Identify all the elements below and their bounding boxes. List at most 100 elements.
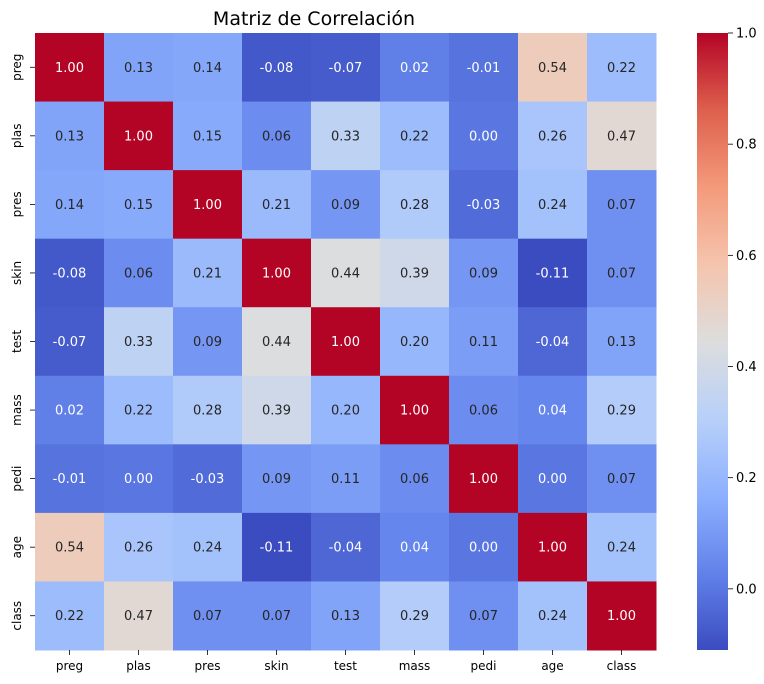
- heatmap-cell: [104, 307, 174, 377]
- heatmap-cell: [380, 512, 450, 582]
- cell-value-label: 1.00: [538, 541, 567, 556]
- colorbar-tick-label: 0.4: [736, 360, 757, 375]
- heatmap-cell: [311, 33, 381, 103]
- x-tick-label: class: [607, 659, 637, 673]
- heatmap-cell: [35, 238, 105, 308]
- y-tick-label: age: [10, 536, 24, 558]
- heatmap-cell: [311, 512, 381, 582]
- cell-value-label: 0.15: [193, 129, 222, 144]
- cell-value-label: -0.11: [260, 541, 294, 556]
- colorbar-tick-label: 0.8: [736, 138, 757, 153]
- heatmap-cell: [311, 375, 381, 445]
- cell-value-label: 0.20: [331, 404, 360, 419]
- heatmap-cell: [449, 581, 519, 651]
- cell-value-label: 0.00: [469, 541, 498, 556]
- heatmap-cell: [587, 444, 657, 514]
- heatmap-cell: [587, 512, 657, 582]
- cell-value-label: 0.54: [538, 61, 567, 76]
- cell-value-label: 0.07: [469, 609, 498, 624]
- heatmap-cell: [35, 170, 105, 240]
- heatmap-cell: [587, 170, 657, 240]
- cell-value-label: 1.00: [262, 266, 291, 281]
- heatmap-cell: [311, 307, 381, 377]
- heatmap-cell: [35, 33, 105, 103]
- heatmap-cell: [242, 238, 312, 308]
- heatmap-cell: [518, 375, 588, 445]
- cell-value-label: 1.00: [469, 472, 498, 487]
- heatmap-cell: [104, 375, 174, 445]
- cell-value-label: -0.08: [53, 266, 87, 281]
- cell-value-label: 0.26: [538, 129, 567, 144]
- x-tick-label: skin: [264, 659, 288, 673]
- cell-value-label: 0.26: [124, 541, 153, 556]
- heatmap-cell: [242, 444, 312, 514]
- cell-value-label: 0.33: [331, 129, 360, 144]
- cell-value-label: 0.07: [607, 266, 636, 281]
- heatmap-cell: [587, 101, 657, 171]
- heatmap-cell: [242, 33, 312, 103]
- heatmap-cell: [104, 33, 174, 103]
- heatmap-cell: [35, 101, 105, 171]
- heatmap-cell: [449, 375, 519, 445]
- cell-value-label: 0.11: [331, 472, 360, 487]
- heatmap-cell: [518, 33, 588, 103]
- heatmap-cell: [35, 581, 105, 651]
- heatmap-cell: [380, 238, 450, 308]
- y-tick-label: mass: [10, 394, 24, 426]
- cell-value-label: -0.04: [536, 335, 570, 350]
- heatmap-cell: [104, 581, 174, 651]
- cell-value-label: 0.13: [607, 335, 636, 350]
- heatmap-cell: [587, 581, 657, 651]
- heatmap-cell: [380, 170, 450, 240]
- colorbar-gradient: [697, 33, 728, 650]
- cell-value-label: 0.14: [193, 61, 222, 76]
- heatmap-cell: [380, 581, 450, 651]
- cell-value-label: 0.20: [400, 335, 429, 350]
- heatmap-cell: [242, 512, 312, 582]
- heatmap-cell: [518, 238, 588, 308]
- cell-value-label: 0.13: [124, 61, 153, 76]
- cell-value-label: 0.29: [400, 609, 429, 624]
- heatmap-cell: [518, 444, 588, 514]
- cell-value-label: 1.00: [55, 61, 84, 76]
- heatmap-cell: [380, 375, 450, 445]
- cell-value-label: 0.24: [607, 541, 636, 556]
- colorbar-tick-label: 1.0: [736, 27, 757, 42]
- y-tick-label: preg: [10, 54, 24, 81]
- cell-value-label: 0.09: [262, 472, 291, 487]
- y-tick-label: pres: [10, 191, 24, 217]
- heatmap-cell: [104, 101, 174, 171]
- cell-value-label: -0.03: [467, 198, 501, 213]
- cell-value-label: 0.33: [124, 335, 153, 350]
- heatmap-cell: [173, 581, 243, 651]
- cell-value-label: 0.24: [193, 541, 222, 556]
- heatmap-cell: [173, 238, 243, 308]
- heatmap-cell: [311, 444, 381, 514]
- heatmap-cell: [35, 444, 105, 514]
- heatmap-cell: [173, 512, 243, 582]
- cell-value-label: 0.28: [193, 404, 222, 419]
- heatmap-cell: [35, 307, 105, 377]
- cell-value-label: 1.00: [400, 404, 429, 419]
- cell-value-label: 0.06: [400, 472, 429, 487]
- cell-value-label: 0.22: [400, 129, 429, 144]
- cell-value-label: 0.54: [55, 541, 84, 556]
- cell-value-label: 1.00: [124, 129, 153, 144]
- cell-value-label: 0.07: [607, 198, 636, 213]
- cell-value-label: 0.09: [331, 198, 360, 213]
- cell-value-label: 0.44: [262, 335, 291, 350]
- heatmap-cell: [104, 170, 174, 240]
- heatmap-cell: [518, 101, 588, 171]
- x-axis: preg plas pres skin test mass pedi age class: [56, 650, 637, 673]
- cell-value-label: -0.01: [467, 61, 501, 76]
- heatmap-cell: [380, 307, 450, 377]
- heatmap-cell: [449, 444, 519, 514]
- y-tick-label: pedi: [10, 466, 24, 492]
- cell-value-label: 0.29: [607, 404, 636, 419]
- heatmap-cell: [104, 444, 174, 514]
- heatmap-cell: [173, 375, 243, 445]
- heatmap-cell: [242, 101, 312, 171]
- cell-value-label: 0.04: [400, 541, 429, 556]
- x-tick-label: pres: [195, 659, 221, 673]
- heatmap-cell: [518, 307, 588, 377]
